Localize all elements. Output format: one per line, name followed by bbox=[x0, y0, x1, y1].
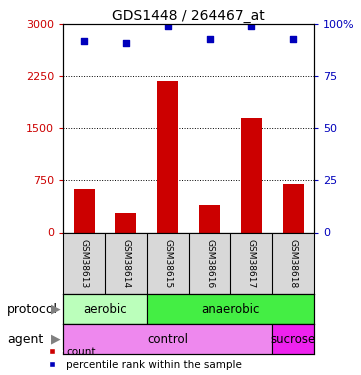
Bar bbox=[147, 294, 314, 324]
Bar bbox=[199, 205, 220, 232]
Text: ▶: ▶ bbox=[51, 303, 61, 316]
Point bbox=[81, 38, 87, 44]
Text: GSM38617: GSM38617 bbox=[247, 239, 256, 288]
Point bbox=[206, 36, 212, 42]
Text: anaerobic: anaerobic bbox=[201, 303, 260, 316]
Point bbox=[165, 24, 171, 30]
Point bbox=[290, 36, 296, 42]
Text: GSM38614: GSM38614 bbox=[121, 239, 130, 288]
Point bbox=[248, 24, 254, 30]
Text: aerobic: aerobic bbox=[83, 303, 127, 316]
Point bbox=[123, 40, 129, 46]
Bar bbox=[283, 184, 304, 232]
Text: ▶: ▶ bbox=[51, 333, 61, 346]
Text: GSM38613: GSM38613 bbox=[79, 239, 88, 288]
Text: sucrose: sucrose bbox=[270, 333, 316, 346]
Bar bbox=[63, 294, 147, 324]
Bar bbox=[74, 189, 95, 232]
Text: agent: agent bbox=[7, 333, 43, 346]
Bar bbox=[272, 324, 314, 354]
Bar bbox=[63, 324, 272, 354]
Bar bbox=[157, 81, 178, 232]
Text: GSM38615: GSM38615 bbox=[163, 239, 172, 288]
Text: GSM38618: GSM38618 bbox=[289, 239, 298, 288]
Text: protocol: protocol bbox=[7, 303, 58, 316]
Bar bbox=[241, 118, 262, 232]
Bar bbox=[116, 213, 136, 232]
Title: GDS1448 / 264467_at: GDS1448 / 264467_at bbox=[112, 9, 265, 23]
Text: GSM38616: GSM38616 bbox=[205, 239, 214, 288]
Text: control: control bbox=[147, 333, 188, 346]
Legend: count, percentile rank within the sample: count, percentile rank within the sample bbox=[41, 346, 242, 370]
